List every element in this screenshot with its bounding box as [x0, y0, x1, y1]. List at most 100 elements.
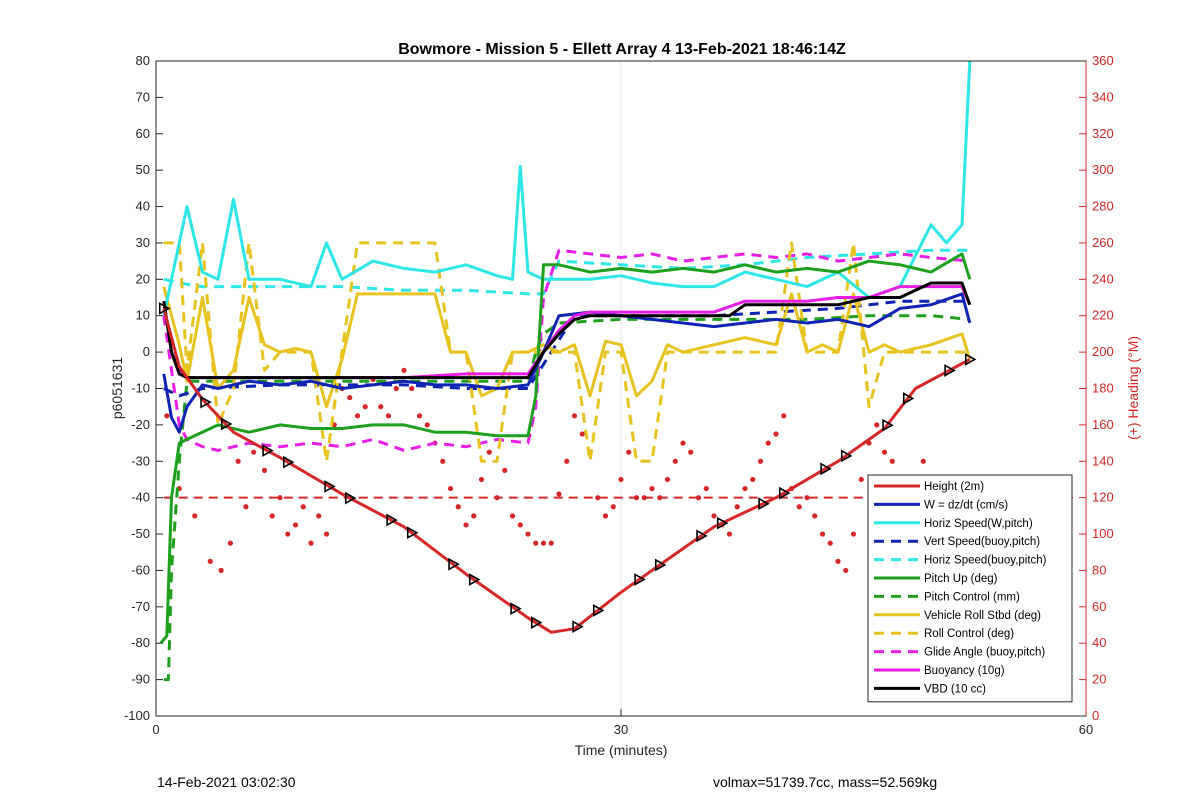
y2-tick-label: 220 [1092, 308, 1114, 323]
height-marker [592, 604, 605, 617]
heading-point [649, 485, 655, 492]
x-tick-label: 30 [614, 722, 628, 737]
heading-point [711, 513, 717, 519]
heading-point [192, 513, 198, 519]
y2-tick-label: 200 [1092, 344, 1114, 359]
height-marker [220, 417, 233, 431]
heading-point [564, 458, 570, 464]
heading-point [548, 540, 554, 546]
series-line-2 [162, 60, 972, 317]
height-marker [200, 395, 212, 409]
heading-point [688, 449, 694, 455]
series-line-11 [162, 281, 972, 380]
y2-tick-label: 180 [1092, 381, 1114, 396]
y2-tick-label: 280 [1092, 199, 1114, 214]
heading-point [827, 540, 833, 546]
height-marker [696, 529, 708, 543]
y-axis-label: p6051631 [109, 357, 125, 420]
heading-point [595, 495, 601, 501]
heading-point [347, 394, 353, 401]
y2-tick-label: 320 [1092, 126, 1114, 141]
y-tick-label: 0 [143, 344, 150, 359]
heading-point [300, 504, 306, 510]
heading-point [416, 413, 423, 419]
footer-timestamp: 14-Feb-2021 03:02:30 [157, 774, 296, 790]
heading-point [354, 413, 361, 419]
series-line-1 [162, 292, 972, 434]
y2-tick-label: 240 [1092, 271, 1114, 286]
height-marker [572, 620, 584, 634]
heading-point [285, 531, 291, 537]
y-tick-label: -50 [131, 526, 150, 541]
y2-tick-label: 120 [1092, 490, 1114, 505]
y-tick-label: -30 [131, 453, 150, 468]
heading-point [858, 476, 864, 483]
heading-point [742, 485, 748, 492]
heading-point [277, 495, 283, 501]
heading-point [502, 467, 508, 473]
height-marker [820, 462, 832, 476]
heading-point [494, 495, 500, 501]
legend-box [867, 474, 1073, 703]
y2-tick-label: 80 [1092, 562, 1106, 577]
height-marker [902, 392, 915, 405]
series-line-9 [162, 248, 970, 452]
y-tick-label: -70 [131, 599, 150, 614]
heading-point [680, 440, 686, 446]
footer-volmax-mass: volmax=51739.7cc, mass=52.569kg [713, 774, 938, 790]
height-marker [510, 602, 522, 616]
y2-tick-label: 340 [1092, 89, 1114, 104]
heading-point [424, 422, 430, 428]
heading-point [471, 513, 477, 519]
x-axis-label: Time (minutes) [575, 742, 668, 758]
heading-point [633, 495, 640, 501]
height-marker [840, 449, 853, 463]
height-marker [964, 353, 977, 366]
heading-point [393, 385, 399, 392]
heading-point [525, 531, 531, 537]
heading-point [243, 504, 249, 510]
height-marker [716, 516, 729, 530]
series-line-0 [162, 308, 971, 634]
x-tick-label: 0 [152, 722, 159, 737]
heading-point [812, 513, 818, 519]
y-tick-label: -80 [131, 635, 150, 650]
heading-point [509, 513, 516, 519]
height-marker [758, 497, 770, 511]
legend-entry: W = dz/dt (cm/s) [924, 499, 1008, 511]
heading-point [378, 404, 384, 410]
y2-tick-label: 300 [1092, 162, 1114, 177]
y2-tick-label: 40 [1092, 635, 1106, 650]
height-marker [262, 444, 274, 457]
heading-point [773, 431, 779, 437]
y-tick-label: -40 [131, 490, 150, 505]
y-tick-label: -90 [131, 672, 150, 687]
legend-entry: Horiz Speed(buoy,pitch) [924, 555, 1047, 567]
heading-point [571, 413, 578, 419]
heading-point [657, 495, 663, 501]
heading-point [641, 495, 647, 501]
heading-point [881, 449, 888, 455]
y-tick-label: -10 [131, 381, 150, 396]
heading-point [804, 495, 810, 501]
heading-point [235, 458, 241, 464]
heading-point [618, 476, 624, 483]
y-tick-label: 20 [136, 271, 150, 286]
height-marker [158, 302, 171, 315]
height-marker [530, 616, 543, 629]
heading-point [455, 504, 461, 510]
y-tick-label: 40 [136, 199, 150, 214]
y-tick-label: 80 [136, 53, 150, 68]
heading-point [316, 513, 322, 519]
heading-point [218, 567, 224, 574]
legend-entry: Height (2m) [924, 481, 984, 493]
heading-point [579, 431, 585, 437]
x-tick-label: 60 [1079, 722, 1093, 737]
height-marker [324, 480, 336, 493]
legend-entry: Vehicle Roll Stbd (deg) [924, 610, 1041, 622]
legend: Height (2m) W = dz/dt (cm/s) Horiz Speed(W… [867, 474, 1073, 703]
y-tick-label: 10 [136, 308, 150, 323]
heading-point [920, 458, 926, 464]
heading-point [269, 513, 275, 519]
heading-point [308, 540, 314, 546]
